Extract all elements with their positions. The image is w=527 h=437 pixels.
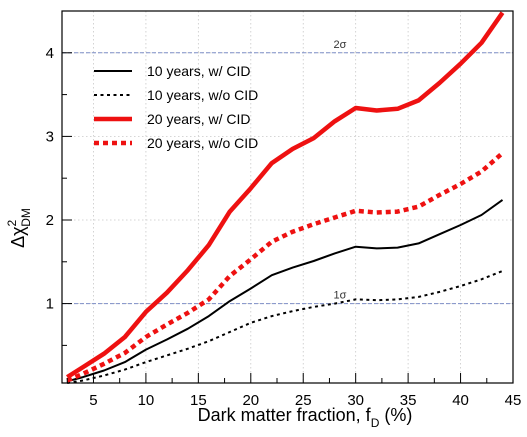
legend: 10 years, w/ CID 10 years, w/o CID 20 year… [94,63,258,151]
x-tick-label: 25 [295,392,312,409]
series-line [65,11,505,380]
x-tick-label: 35 [400,392,417,409]
x-tick-label: 40 [452,392,469,409]
x-axis-label: Dark matter fraction, fD (%) [198,405,413,430]
y-axis-label: Δχ2DM [5,208,33,248]
x-tick-label: 20 [242,392,259,409]
x-tick-label: 15 [190,392,207,409]
plot-frame [61,10,514,384]
x-tick-label: 10 [138,392,155,409]
legend-label: 10 years, w/ CID [147,63,250,79]
reference-lines: 2σ 1σ [62,39,513,305]
y-tick-label: 1 [46,296,54,313]
y-tick-label: 2 [46,212,54,229]
legend-label: 20 years, w/ CID [147,111,250,127]
reference-line-label: 2σ [333,39,346,51]
legend-label: 20 years, w/o CID [147,135,258,151]
series-lines [65,11,505,384]
legend-label: 10 years, w/o CID [147,87,258,103]
axis-ticks: 5 10 15 20 25 30 35 40 45 1 2 3 4 [46,45,522,409]
y-tick-label: 4 [46,45,54,62]
x-tick-label: 5 [89,392,97,409]
x-tick-label: 45 [505,392,522,409]
series-line [66,199,504,383]
series-line [66,151,504,383]
reference-line-label: 1σ [333,290,346,302]
x-tick-label: 30 [347,392,364,409]
grid [62,11,513,383]
y-tick-label: 3 [46,128,54,145]
